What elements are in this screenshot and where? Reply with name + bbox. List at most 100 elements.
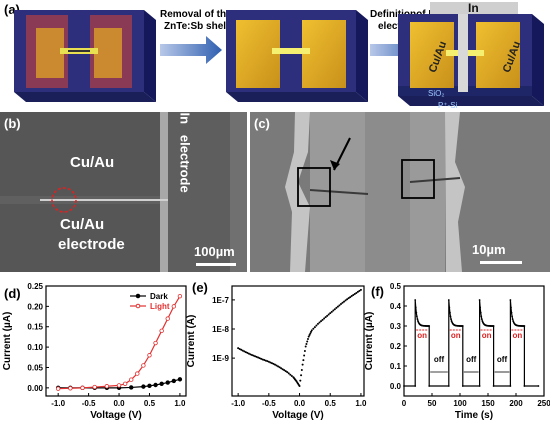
data-point [333, 308, 336, 311]
y-tick-label: 0.0 [390, 382, 402, 391]
data-point [250, 353, 253, 356]
data-point-dark [177, 377, 183, 382]
data-point [312, 327, 315, 330]
data-point [448, 306, 451, 309]
off-label: off [466, 355, 477, 364]
arrow-1 [160, 36, 222, 64]
nanowire-c-left [309, 189, 369, 195]
y-tick-label: 0.10 [27, 343, 43, 352]
data-point [277, 365, 280, 368]
data-point [287, 372, 290, 375]
data-point [481, 320, 484, 322]
x-tick-label: 0.0 [294, 399, 306, 408]
in-label: In [468, 1, 479, 15]
chart-f: 0 50 100 150 200 250 0.0 0.1 0.2 0.3 0.4 0.5 Time (s… [364, 282, 550, 421]
x-tick-label: 200 [509, 399, 523, 408]
on-label: on [513, 331, 523, 340]
data-point [510, 306, 512, 309]
data-point [336, 305, 339, 308]
data-point [332, 309, 335, 312]
y-axis-title: Current (µA) [364, 312, 375, 371]
data-point [416, 318, 419, 321]
x-tick-label: 0.5 [144, 399, 156, 408]
data-point [414, 299, 417, 301]
data-point [323, 317, 326, 320]
legend-marker-dark [135, 293, 141, 299]
cuau-top-label: Cu/Au [70, 154, 115, 171]
psi-label: P⁺-Si [438, 101, 458, 110]
panel-d-label: (d) [4, 286, 21, 301]
data-point [264, 359, 267, 362]
data-point [403, 385, 405, 387]
sio2-label: SiO₂ [428, 89, 444, 98]
series-line-light [58, 295, 181, 390]
x-tick-label: 250 [537, 399, 550, 408]
data-point [238, 347, 241, 350]
data-point [512, 320, 515, 322]
data-point-light [171, 304, 177, 309]
y-tick-label: 0.1 [390, 362, 402, 371]
y-tick-label: 0.15 [27, 323, 43, 332]
data-point [303, 350, 306, 353]
data-point [414, 385, 417, 387]
data-point-light [129, 377, 134, 382]
data-point-dark [129, 385, 134, 390]
sem-image-c: (c) 10µm [250, 112, 550, 272]
off-label: off [434, 355, 445, 364]
data-point [258, 357, 261, 360]
plot-frame [403, 285, 545, 397]
device-3: In Cu/Au Cu/Au SiO₂ P⁺-Si [398, 1, 544, 110]
device-schematic: Removal of the ZnTe:Sb shell Definitiono… [14, 1, 544, 110]
chart-d: -1.0 -0.5 0.0 0.5 1.0 0.00 0.05 0.10 0.15 0.20 0.2… [2, 282, 187, 421]
data-point [480, 315, 483, 318]
data-point [350, 295, 353, 298]
nanowire-c-right [409, 177, 461, 183]
data-point [278, 366, 281, 369]
y-axis-title: Current (µA) [2, 312, 13, 371]
data-point [316, 322, 319, 325]
x-tick-label: -1.0 [51, 399, 65, 408]
data-point [510, 311, 513, 314]
data-point [511, 315, 513, 318]
data-point [303, 354, 306, 357]
y-tick-label: 0.2 [390, 342, 402, 351]
data-point [240, 348, 243, 351]
cuau-bottom-line2: electrode [58, 236, 125, 253]
data-point [283, 369, 286, 372]
data-point-dark [159, 381, 164, 386]
data-point-light [165, 316, 170, 321]
data-point [461, 385, 464, 387]
data-point [267, 360, 270, 363]
data-point [320, 320, 323, 323]
arrow-head [330, 160, 340, 170]
data-point [428, 385, 431, 387]
data-point [289, 373, 292, 376]
data-point [523, 385, 526, 387]
data-point [273, 363, 276, 366]
plot-frame [231, 285, 365, 397]
in-electrode-strip [458, 2, 468, 92]
data-point-light [104, 384, 110, 389]
data-point [329, 312, 332, 315]
data-point [246, 351, 249, 354]
data-point [270, 362, 273, 365]
data-point [359, 288, 362, 291]
data-point [306, 340, 309, 343]
data-point [356, 290, 359, 293]
data-point [326, 314, 329, 317]
data-point [252, 354, 255, 357]
data-point [461, 325, 464, 327]
legend-label-light: Light [150, 302, 170, 311]
in-electrode-label: In electrode [177, 112, 193, 193]
data-point-light [147, 353, 152, 358]
data-point [310, 329, 313, 332]
data-point [327, 313, 330, 316]
data-point [300, 374, 303, 377]
step1-line1: Removal of the [160, 9, 232, 20]
device-1 [14, 10, 156, 102]
data-point [241, 349, 244, 352]
data-point [275, 364, 278, 367]
data-point [478, 299, 481, 301]
data-point-dark [147, 383, 152, 389]
